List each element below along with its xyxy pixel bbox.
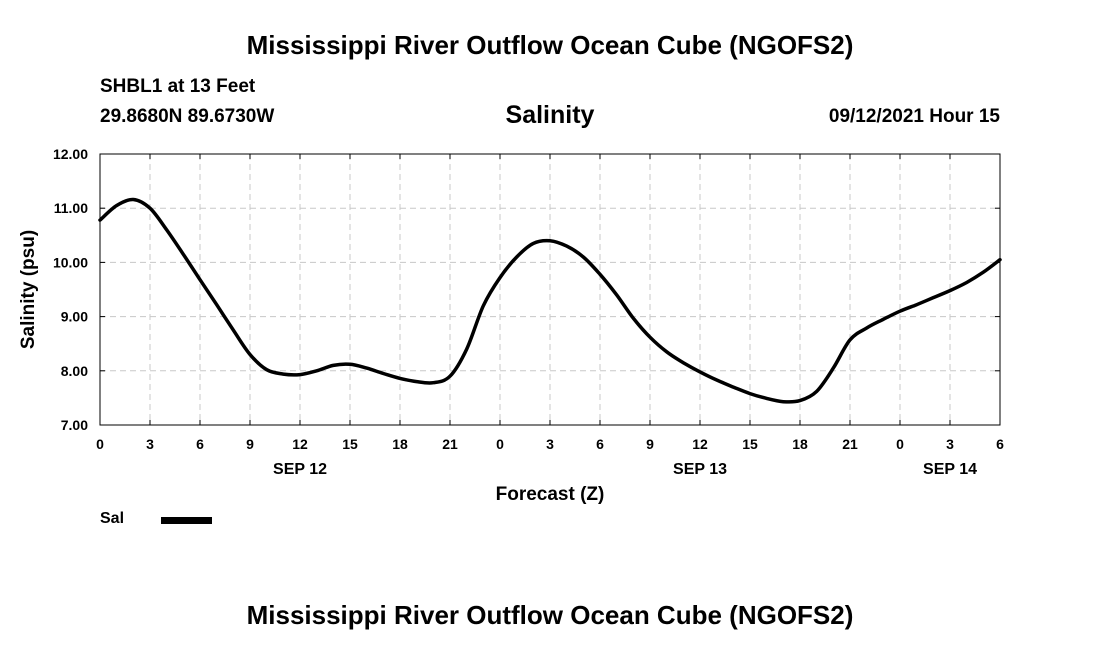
y-tick-label: 12.00: [53, 146, 88, 162]
station-coordinates: 29.8680N 89.6730W: [100, 106, 275, 127]
x-tick-label: 3: [146, 436, 154, 452]
x-tick-label: 12: [692, 436, 708, 452]
legend-swatch: [161, 517, 212, 524]
y-tick-label: 8.00: [61, 363, 88, 379]
y-tick-label: 11.00: [54, 200, 88, 216]
date-label: SEP 14: [923, 461, 977, 478]
footer-title: Mississippi River Outflow Ocean Cube (NG…: [246, 600, 854, 630]
x-tick-label: 18: [792, 436, 808, 452]
x-tick-label: 21: [442, 436, 458, 452]
chart-title: Salinity: [505, 101, 595, 129]
y-tick-label: 9.00: [61, 309, 88, 325]
x-tick-label: 6: [596, 436, 604, 452]
x-tick-label: 15: [342, 436, 358, 452]
forecast-datetime: 09/12/2021 Hour 15: [828, 106, 1000, 127]
x-tick-label: 18: [392, 436, 408, 452]
x-tick-label: 21: [842, 436, 858, 452]
x-tick-label: 15: [742, 436, 758, 452]
y-tick-label: 7.00: [61, 417, 88, 433]
date-label: SEP 12: [273, 461, 327, 478]
x-tick-label: 6: [996, 436, 1004, 452]
x-tick-label: 0: [896, 436, 904, 452]
x-tick-label: 9: [246, 436, 254, 452]
x-tick-label: 3: [946, 436, 954, 452]
x-tick-label: 0: [96, 436, 104, 452]
x-tick-label: 6: [196, 436, 204, 452]
x-tick-label: 9: [646, 436, 654, 452]
x-tick-label: 3: [546, 436, 554, 452]
y-tick-label: 10.00: [53, 254, 88, 270]
y-axis-label: Salinity (psu): [18, 230, 39, 349]
date-label: SEP 13: [673, 461, 727, 478]
series-line-sal: [98, 197, 1002, 404]
x-tick-label: 12: [292, 436, 308, 452]
plot-frame: [99, 153, 1001, 426]
station-label: SHBL1 at 13 Feet: [100, 76, 256, 97]
x-axis-label: Forecast (Z): [496, 484, 605, 505]
main-title: Mississippi River Outflow Ocean Cube (NG…: [246, 30, 854, 60]
x-tick-label: 0: [496, 436, 504, 452]
legend-label: Sal: [100, 510, 125, 527]
